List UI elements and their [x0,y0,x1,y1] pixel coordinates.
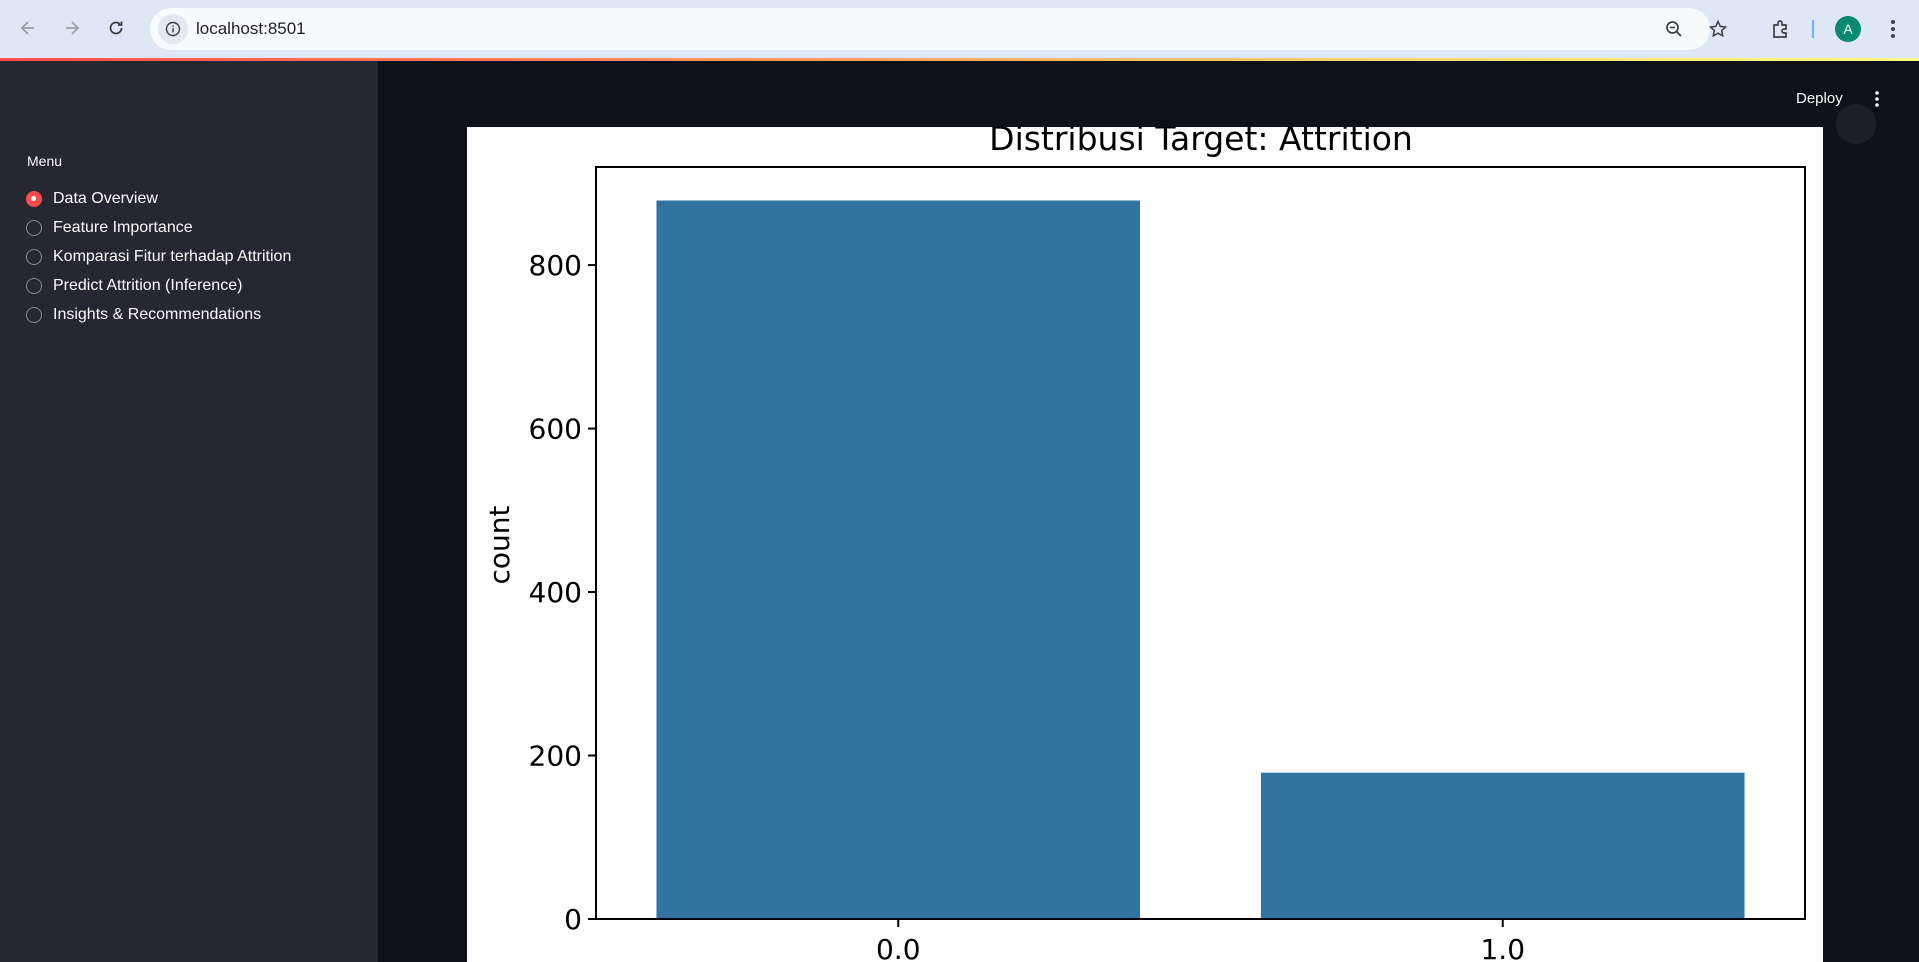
y-tick-label: 600 [529,413,582,446]
bar-chart: Distribusi Target: Attrition count 0 200 4… [483,127,1806,962]
zoom-button[interactable] [1662,17,1686,41]
chart-container: Distribusi Target: Attrition count 0 200 4… [467,127,1823,962]
forward-button[interactable] [56,12,88,44]
menu-item-label: Feature Importance [53,218,193,236]
x-tick-label: 1.0 [1480,933,1525,962]
back-button[interactable] [12,12,44,44]
address-bar[interactable]: localhost:8501 [150,8,1728,50]
sidebar: Menu Data Overview Feature Importance Ko… [0,61,378,962]
browser-menu-button[interactable] [1880,14,1906,44]
menu-item-label: Insights & Recommendations [53,305,262,323]
menu-item-label: Komparasi Fitur terhadap Attrition [53,247,292,265]
y-axis-label: count [483,505,516,584]
site-info-button[interactable] [158,14,188,44]
menu-item-insights[interactable]: Insights & Recommendations [26,300,291,329]
main-menu-button[interactable] [1864,86,1890,112]
arrow-right-icon [66,21,80,35]
chart-title: Distribusi Target: Attrition [989,127,1413,158]
radio-unchecked-icon [26,277,42,294]
radio-unchecked-icon [26,306,42,323]
reload-button[interactable] [100,12,132,44]
menu-item-komparasi-fitur[interactable]: Komparasi Fitur terhadap Attrition [26,242,291,271]
bookmark-button[interactable] [1706,17,1730,41]
bar-1-0 [1260,772,1745,919]
radio-checked-icon [26,190,42,207]
y-tick-label: 0 [564,903,582,936]
arrow-left-icon [20,21,34,35]
kebab-icon [1875,91,1879,107]
menu-item-label: Data Overview [53,189,158,207]
menu-label: Menu [27,153,63,169]
header-decoration-bar [0,58,1919,61]
puzzle-icon [1773,20,1787,38]
menu-item-predict-attrition[interactable]: Predict Attrition (Inference) [26,271,291,300]
reload-icon [109,21,123,35]
info-icon [165,21,181,37]
extensions-button[interactable] [1766,14,1796,44]
radio-unchecked-icon [26,219,42,236]
url-text: localhost:8501 [196,19,306,38]
bar-0-0 [656,200,1141,919]
fullscreen-button[interactable] [1836,104,1876,144]
star-icon [1708,19,1728,38]
menu-item-data-overview[interactable]: Data Overview [26,184,291,213]
browser-toolbar: localhost:8501 A [0,0,1919,58]
profile-avatar[interactable]: A [1835,16,1861,42]
y-tick-label: 200 [529,740,582,773]
x-tick-label: 0.0 [876,933,921,962]
menu-item-feature-importance[interactable]: Feature Importance [26,213,291,242]
kebab-icon [1891,20,1895,38]
zoom-out-icon [1666,21,1682,37]
plot-frame [595,166,1806,920]
menu-item-label: Predict Attrition (Inference) [53,276,243,294]
radio-unchecked-icon [26,248,42,265]
menu-radio-group: Data Overview Feature Importance Kompara… [26,184,291,329]
y-tick-label: 400 [529,576,582,609]
deploy-button[interactable]: Deploy [1796,90,1843,107]
y-tick-label: 800 [529,249,582,282]
toolbar-separator [1812,20,1814,38]
